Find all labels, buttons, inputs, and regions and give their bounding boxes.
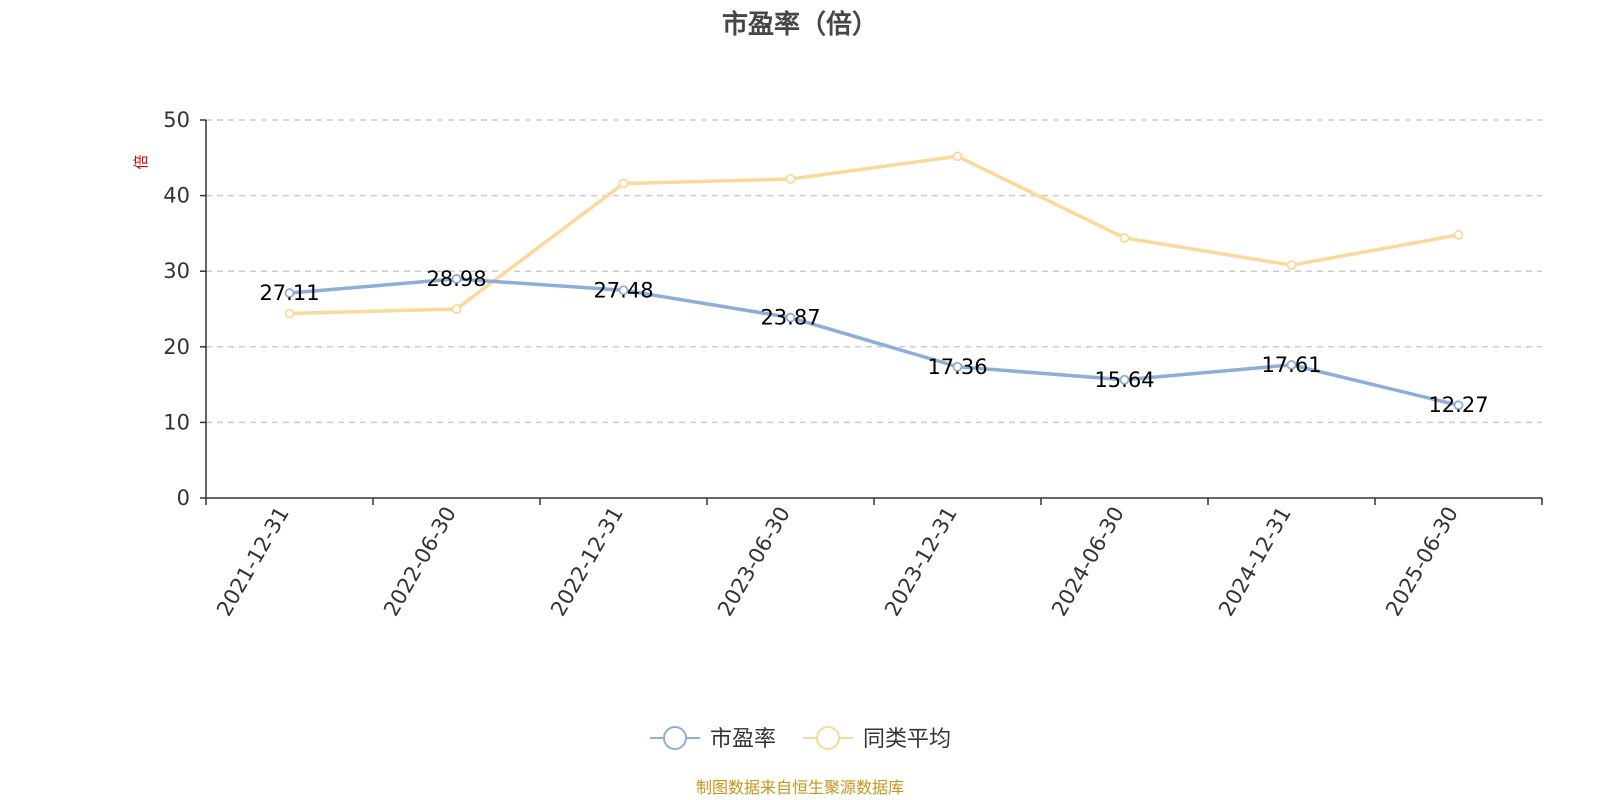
series-point-0 (952, 361, 963, 372)
data-label: 23.87 (760, 306, 820, 330)
x-tick-label: 2022-06-30 (379, 503, 461, 621)
y-tick-label: 50 (163, 108, 190, 132)
series-line-0 (287, 277, 1461, 407)
data-label: 15.64 (1094, 368, 1154, 392)
data-labels: 27.11 28.98 27.48 23.87 17.36 15.64 17.61 12.27 (259, 267, 1488, 417)
y-tick-label: 30 (163, 259, 190, 283)
x-tick-label: 2023-06-30 (713, 503, 795, 621)
data-label: 27.11 (259, 281, 319, 305)
series-point-1 (1286, 260, 1297, 271)
x-tick-label: 2024-06-30 (1047, 503, 1129, 621)
x-tick-label: 2025-06-30 (1381, 503, 1463, 621)
y-tick-label: 40 (163, 184, 190, 208)
legend-label: 同类平均 (863, 727, 951, 752)
y-tick-label: 10 (163, 410, 190, 434)
series-layer (284, 151, 1464, 411)
x-tick-label: 2024-12-31 (1214, 503, 1296, 621)
series-point-0 (618, 285, 629, 296)
grid-lines (206, 119, 1542, 424)
legend-item-1[interactable]: 同类平均 (803, 726, 951, 752)
y-axis-unit: 倍 (132, 154, 150, 169)
series-point-1 (618, 178, 629, 189)
legend[interactable]: 市盈率 同类平均 (650, 726, 951, 752)
series-point-1 (284, 308, 295, 319)
x-axis-ticks: 2021-12-31 2022-06-30 2022-12-31 2023-06-30… (212, 503, 1463, 621)
y-tick-label: 0 (177, 486, 190, 510)
legend-circle-icon (663, 726, 687, 750)
series-point-0 (451, 274, 462, 284)
series-line-1 (287, 154, 1461, 316)
legend-label: 市盈率 (710, 727, 776, 752)
data-label: 17.36 (927, 355, 987, 379)
data-label: 17.61 (1261, 353, 1321, 377)
legend-item-0[interactable]: 市盈率 (650, 726, 776, 752)
source-note: 制图数据来自恒生聚源数据库 (696, 778, 904, 797)
series-point-1 (952, 151, 963, 162)
series-point-1 (1119, 233, 1130, 243)
x-tick-label: 2022-12-31 (546, 503, 628, 621)
series-point-0 (284, 288, 295, 298)
chart-title: 市盈率（倍） (722, 9, 878, 40)
series-point-0 (1453, 400, 1464, 411)
series-point-0 (1286, 359, 1297, 370)
series-point-1 (785, 174, 796, 184)
series-point-0 (785, 312, 796, 323)
legend-circle-icon (816, 726, 840, 750)
data-label: 28.98 (426, 267, 486, 291)
series-point-1 (451, 304, 462, 314)
x-tick-label: 2023-12-31 (880, 503, 962, 621)
y-axis-ticks: 0 10 20 30 40 50 (163, 108, 190, 510)
y-tick-label: 20 (163, 335, 190, 359)
series-point-0 (1119, 374, 1130, 385)
x-tick-label: 2021-12-31 (212, 503, 294, 621)
axes (200, 119, 1543, 505)
data-label: 27.48 (593, 278, 653, 302)
data-label: 12.27 (1428, 393, 1488, 417)
series-point-1 (1453, 230, 1464, 240)
